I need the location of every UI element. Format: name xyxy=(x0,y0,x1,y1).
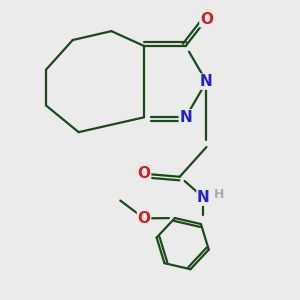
Text: O: O xyxy=(138,211,151,226)
Text: O: O xyxy=(138,166,151,181)
Text: H: H xyxy=(214,188,224,201)
Text: N: N xyxy=(179,110,192,125)
Text: O: O xyxy=(200,12,213,27)
Text: N: N xyxy=(197,190,210,205)
Text: N: N xyxy=(200,74,213,89)
